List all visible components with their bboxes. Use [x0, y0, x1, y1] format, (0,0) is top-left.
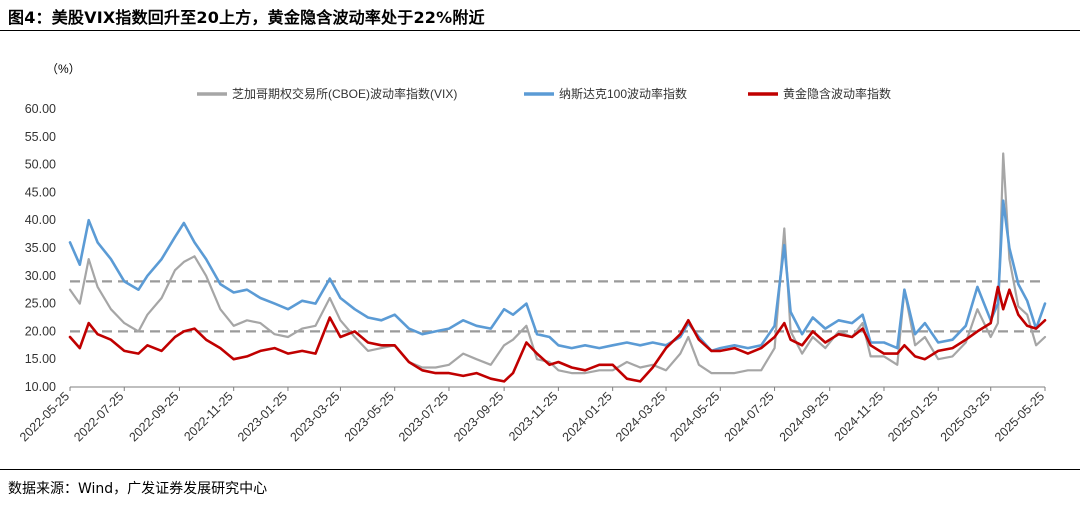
x-tick-label: 2022-07-25	[71, 389, 126, 444]
x-axis: 2022-05-25 2022-07-25 2022-09-25 2022-11-25…	[17, 386, 1047, 444]
volatility-line-chart: 10.00 15.00 20.00 25.00 30.00 35.00 40.00 45.00…	[17, 62, 1047, 444]
x-tick-label: 2024-09-25	[777, 389, 832, 444]
x-tick-label: 2025-01-25	[885, 389, 940, 444]
series-line-1	[68, 199, 1047, 353]
y-tick-label: 55.00	[25, 130, 56, 144]
series-line-2	[68, 285, 1047, 383]
x-tick-label: 2025-03-25	[938, 389, 993, 444]
y-tick-label: 10.00	[25, 380, 56, 394]
legend-label-0: 芝加哥期权交易所(CBOE)波动率指数(VIX)	[232, 86, 457, 101]
x-tick-label: 2024-05-25	[667, 389, 722, 444]
x-tick-label: 2023-03-25	[287, 389, 342, 444]
legend-label-2: 黄金隐含波动率指数	[783, 86, 891, 101]
legend: 芝加哥期权交易所(CBOE)波动率指数(VIX) 纳斯达克100波动率指数 黄金隐含…	[197, 86, 891, 101]
x-tick-label: 2024-03-25	[613, 389, 668, 444]
x-tick-label: 2023-05-25	[342, 389, 397, 444]
x-tick-label: 2022-09-25	[126, 389, 181, 444]
legend-label-1: 纳斯达克100波动率指数	[559, 86, 687, 101]
y-tick-label: 60.00	[25, 102, 56, 116]
reference-lines	[70, 280, 1045, 333]
y-tick-label: 15.00	[25, 352, 56, 366]
figure-title: 图4：美股VIX指数回升至20上方，黄金隐含波动率处于22%附近	[8, 8, 485, 27]
x-tick-label: 2022-05-25	[17, 389, 72, 444]
bottom-rule	[0, 469, 1080, 470]
x-tick-label: 2025-05-25	[992, 389, 1047, 444]
y-tick-label: 45.00	[25, 185, 56, 199]
y-unit-label: （%）	[46, 62, 81, 76]
y-tick-label: 30.00	[25, 269, 56, 283]
y-tick-label: 50.00	[25, 158, 56, 172]
x-tick-label: 2024-01-25	[560, 389, 615, 444]
top-rule	[0, 30, 1080, 31]
x-tick-label: 2022-11-25	[181, 389, 235, 443]
x-tick-label: 2023-11-25	[506, 389, 560, 443]
x-tick-label: 2023-01-25	[235, 389, 290, 444]
x-tick-label: 2024-07-25	[722, 389, 777, 444]
source-note: 数据来源：Wind，广发证券发展研究中心	[8, 481, 268, 497]
x-tick-label: 2023-09-25	[451, 389, 506, 444]
y-tick-label: 25.00	[25, 297, 56, 311]
series-lines	[68, 152, 1047, 383]
y-axis: 10.00 15.00 20.00 25.00 30.00 35.00 40.00 45.00…	[25, 102, 56, 394]
y-tick-label: 35.00	[25, 241, 56, 255]
x-tick-label: 2024-11-25	[832, 389, 886, 443]
x-tick-label: 2023-07-25	[396, 389, 451, 444]
y-tick-label: 40.00	[25, 213, 56, 227]
y-tick-label: 20.00	[25, 324, 56, 338]
